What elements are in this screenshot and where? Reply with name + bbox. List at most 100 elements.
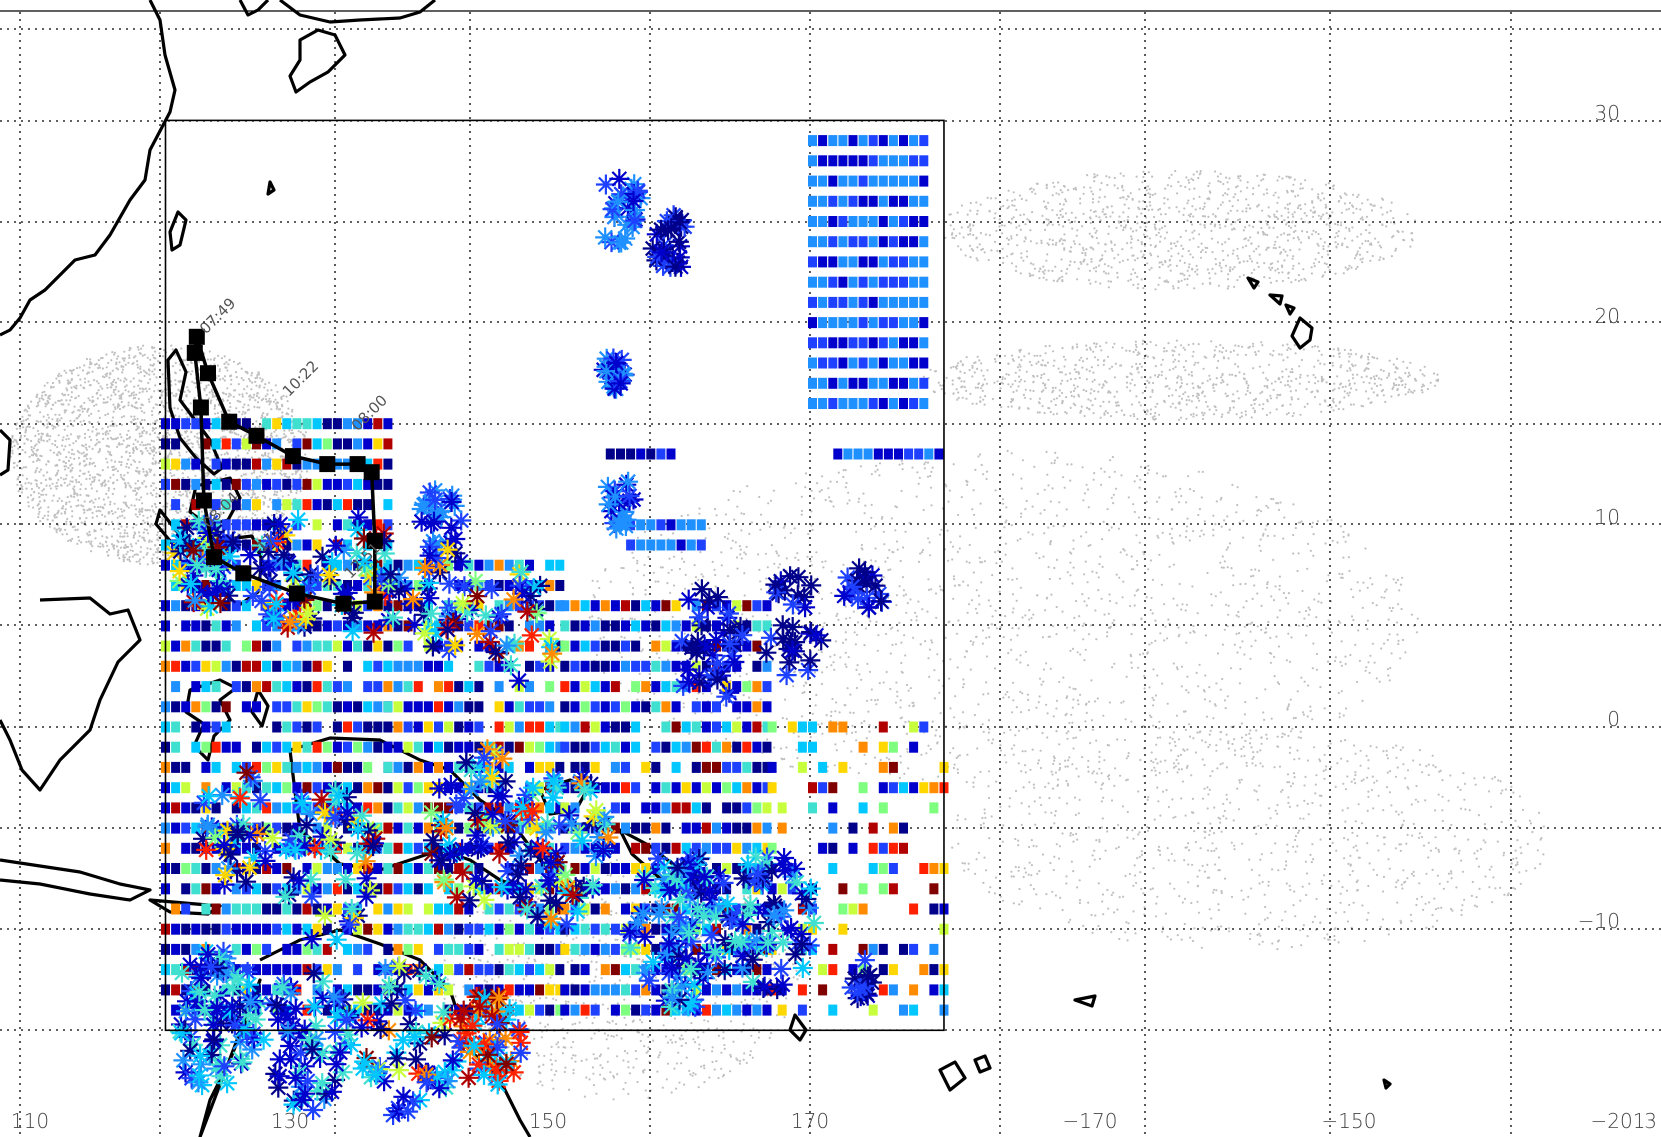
- asterisk-marker: [837, 567, 858, 588]
- asterisk-marker: [180, 954, 200, 975]
- asterisk-marker: [481, 579, 502, 599]
- grid-square: [535, 802, 545, 814]
- grid-square: [535, 721, 545, 733]
- grid-square: [201, 721, 211, 733]
- grid-square: [231, 943, 241, 955]
- grid-square: [656, 448, 666, 460]
- asterisk-marker: [280, 1036, 301, 1056]
- grid-square: [621, 701, 630, 713]
- grid-square: [302, 964, 312, 976]
- asterisk-marker: [707, 669, 728, 690]
- grid-square: [600, 660, 610, 672]
- grid-square: [560, 822, 570, 834]
- asterisk-marker: [325, 791, 346, 812]
- asterisk-marker: [474, 1064, 494, 1085]
- grid-square: [661, 600, 671, 612]
- grid-square: [241, 640, 251, 652]
- grid-square: [535, 1004, 545, 1016]
- asterisk-marker: [200, 596, 221, 617]
- grid-square: [818, 256, 828, 268]
- asterisk-marker: [312, 546, 333, 567]
- grid-square: [312, 943, 322, 955]
- grid-square: [171, 923, 181, 935]
- asterisk-marker: [662, 958, 683, 979]
- asterisk-marker: [677, 659, 698, 680]
- grid-square: [722, 681, 732, 693]
- grid-square: [838, 761, 848, 773]
- grid-square: [332, 478, 342, 490]
- grid-square: [878, 377, 888, 389]
- grid-square: [373, 519, 383, 531]
- grid-square: [555, 1004, 565, 1016]
- grid-square: [302, 640, 312, 652]
- grid-square: [858, 155, 868, 167]
- asterisk-marker: [423, 830, 443, 851]
- grid-square: [610, 842, 620, 854]
- grid-square: [434, 802, 443, 814]
- asterisk-marker: [796, 889, 817, 909]
- grid-square: [828, 296, 838, 308]
- asterisk-marker: [406, 1049, 426, 1070]
- grid-square: [722, 863, 732, 874]
- asterisk-marker: [596, 361, 617, 382]
- asterisk-marker: [236, 762, 257, 783]
- asterisk-marker: [446, 794, 467, 815]
- grid-square: [413, 559, 423, 571]
- grid-square: [570, 640, 580, 652]
- asterisk-marker: [314, 1089, 335, 1109]
- grid-square: [221, 903, 231, 915]
- asterisk-marker: [773, 932, 793, 953]
- grid-square: [504, 761, 514, 773]
- asterisk-marker: [623, 191, 644, 212]
- korea-coast: [238, 0, 270, 17]
- grid-square: [762, 600, 772, 612]
- asterisk-marker: [503, 1062, 524, 1083]
- grid-square: [828, 822, 838, 834]
- grid-square: [555, 903, 565, 915]
- asterisk-marker: [233, 1019, 254, 1039]
- asterisk-marker: [175, 1001, 196, 1022]
- grid-square: [732, 802, 742, 814]
- grid-square: [858, 377, 868, 389]
- grid-square: [272, 964, 282, 976]
- grid-square: [878, 337, 888, 349]
- grid-square: [808, 276, 817, 288]
- asterisk-marker: [316, 1083, 337, 1104]
- grid-square: [808, 135, 817, 147]
- grid-square: [231, 883, 241, 895]
- asterisk-marker: [262, 828, 283, 849]
- asterisk-marker: [242, 586, 263, 606]
- grid-square: [423, 721, 433, 733]
- grid-square: [302, 1004, 312, 1016]
- asterisk-marker: [451, 1037, 472, 1058]
- square-region-6: [833, 448, 944, 460]
- grid-square: [454, 822, 464, 834]
- grid-square: [423, 802, 433, 814]
- asterisk-marker: [678, 923, 699, 944]
- grid-square: [423, 782, 433, 794]
- asterisk-marker: [277, 617, 298, 638]
- asterisk-marker: [453, 1000, 474, 1021]
- asterisk-marker: [177, 575, 198, 596]
- grid-square: [560, 943, 570, 955]
- grid-square: [343, 943, 352, 955]
- grid-square: [878, 782, 888, 794]
- grid-square: [580, 984, 590, 996]
- asterisk-marker: [709, 896, 729, 917]
- grid-square: [888, 883, 898, 895]
- asterisk-marker: [745, 847, 766, 868]
- asterisk-marker: [370, 1019, 391, 1040]
- asterisk-marker: [611, 349, 632, 370]
- grid-square: [171, 964, 181, 976]
- grid-square: [373, 681, 383, 693]
- grid-square: [201, 438, 211, 450]
- grid-square: [322, 640, 332, 652]
- grid-square: [661, 822, 671, 834]
- grid-square: [828, 357, 838, 369]
- asterisk-marker: [689, 607, 709, 628]
- grid-square: [353, 438, 363, 450]
- grid-square: [211, 438, 221, 450]
- grid-square: [312, 620, 322, 632]
- grid-square: [762, 822, 772, 834]
- asterisk-marker: [517, 899, 538, 920]
